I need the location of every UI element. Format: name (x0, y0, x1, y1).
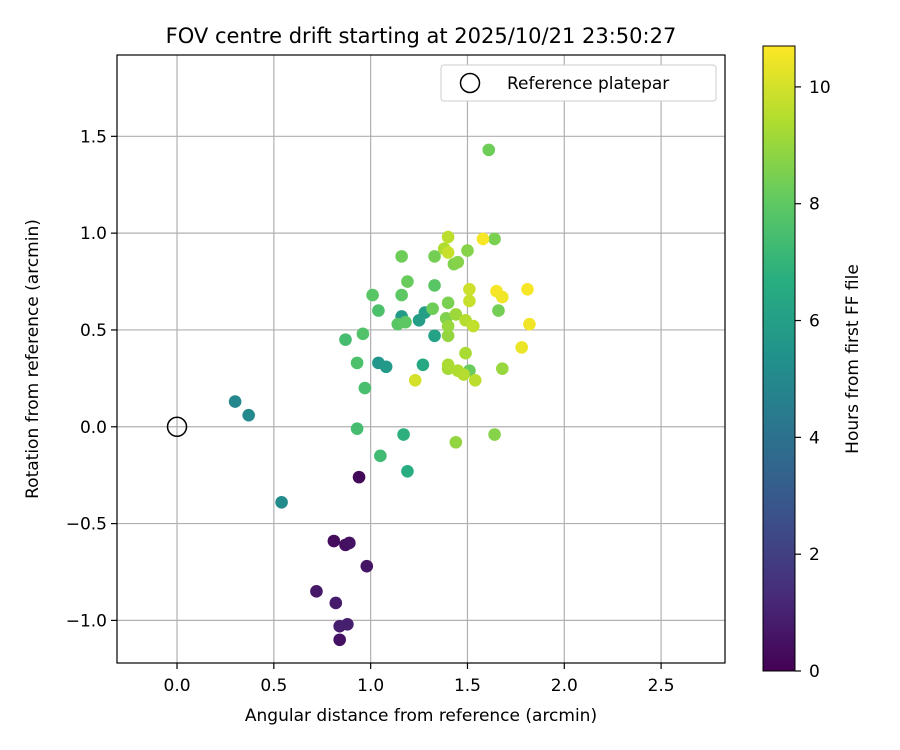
legend-label: Reference platepar (507, 74, 669, 94)
colorbar-tick-label: 6 (809, 312, 820, 332)
data-point (463, 294, 476, 308)
plot-frame (116, 54, 726, 664)
x-tick-label: 1.0 (357, 676, 384, 696)
data-point (449, 435, 463, 449)
data-point (352, 470, 366, 484)
colorbar-tick-label: 10 (809, 78, 831, 98)
data-point (441, 246, 455, 259)
data-point (397, 428, 410, 441)
data-point (401, 275, 414, 288)
legend-marker-icon (459, 72, 481, 94)
data-point (459, 346, 472, 360)
data-point (356, 327, 370, 341)
data-point (327, 534, 341, 548)
data-point (441, 230, 455, 244)
legend-box (440, 64, 717, 102)
data-point (441, 296, 455, 310)
y-tick-label: 0.0 (80, 418, 107, 438)
data-point (515, 341, 528, 354)
legend: Reference platepar (440, 64, 717, 102)
data-point (428, 329, 441, 343)
data-point (416, 358, 430, 372)
data-point (399, 315, 412, 329)
data-point (360, 559, 374, 573)
colorbar-tick-label: 8 (809, 195, 820, 215)
data-point (449, 308, 463, 321)
colorbar-label: Hours from first FF file (843, 264, 863, 454)
data-point (350, 422, 364, 436)
y-tick-label: −1.0 (66, 611, 107, 631)
x-tick-label: 2.0 (551, 676, 578, 696)
colorbar-tick-label: 2 (809, 545, 820, 565)
data-point (468, 373, 482, 387)
colorbar-tick-label: 4 (809, 428, 820, 448)
y-tick-label: 0.5 (80, 321, 107, 341)
data-point (441, 319, 455, 333)
y-tick-label: 1.0 (80, 224, 107, 244)
colorbar-gradient (762, 45, 796, 672)
data-point (521, 282, 534, 296)
data-point (401, 465, 414, 478)
data-point (457, 368, 470, 381)
data-point (228, 395, 242, 408)
data-point (441, 358, 455, 372)
x-tick-label: 0.0 (164, 676, 191, 696)
data-point (482, 143, 496, 157)
data-point (428, 279, 441, 292)
data-point (488, 428, 501, 441)
data-point (341, 617, 354, 631)
data-point (523, 317, 536, 331)
x-tick-label: 1.5 (454, 676, 481, 696)
colorbar-tick-label: 0 (809, 662, 820, 682)
y-tick-label: −0.5 (66, 515, 107, 535)
x-tick-label: 0.5 (260, 676, 287, 696)
data-point (374, 449, 387, 463)
y-tick-label: 1.5 (80, 127, 107, 147)
data-point (395, 250, 408, 263)
data-point (310, 585, 323, 598)
data-point (441, 329, 455, 343)
data-point (466, 319, 480, 333)
y-axis: −1.0 −0.5 0.0 0.5 1.0 1.5 (66, 127, 117, 631)
data-point (461, 244, 474, 257)
data-point (275, 495, 288, 509)
reference-marker (166, 416, 188, 438)
grid (117, 55, 725, 663)
x-axis-label: Angular distance from reference (arcmin) (245, 706, 597, 726)
data-point (366, 288, 379, 302)
data-point (358, 381, 372, 395)
data-point (428, 250, 441, 263)
data-point (463, 282, 476, 296)
data-point (395, 288, 408, 302)
x-tick-label: 2.5 (648, 676, 675, 696)
data-points (228, 143, 536, 647)
colorbar-ticks: 0 2 4 6 8 10 (795, 78, 831, 682)
data-point (333, 633, 346, 647)
data-point (408, 373, 422, 387)
data-point (426, 302, 439, 315)
data-point (379, 360, 393, 374)
data-point (242, 408, 255, 422)
data-point (350, 356, 364, 370)
data-point (476, 232, 490, 246)
data-point (488, 232, 501, 246)
data-point (343, 536, 356, 550)
x-axis: 0.0 0.5 1.0 1.5 2.0 2.5 (164, 663, 675, 696)
data-point (339, 333, 352, 346)
data-point (496, 362, 509, 375)
data-point (329, 596, 343, 610)
data-point (372, 304, 385, 317)
colorbar: 0 2 4 6 8 10 Hours from first FF file (762, 45, 863, 682)
data-point (496, 290, 509, 304)
data-point (492, 304, 505, 317)
y-axis-label: Rotation from reference (arcmin) (23, 219, 43, 499)
data-point (451, 255, 465, 269)
chart-title: FOV centre drift starting at 2025/10/21 … (166, 24, 677, 48)
